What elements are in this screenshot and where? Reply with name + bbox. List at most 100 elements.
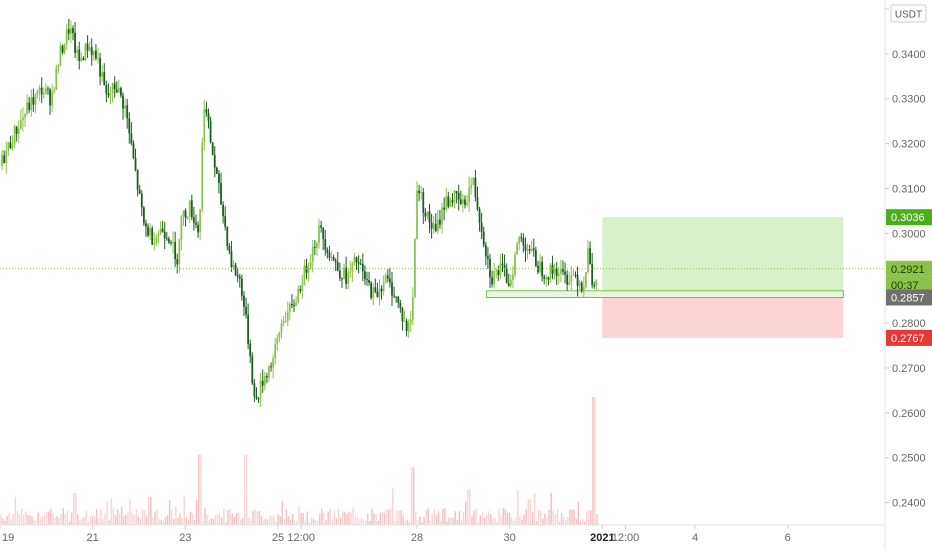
volume-bar (300, 512, 302, 525)
candle-body (466, 202, 468, 205)
candle-body (366, 279, 368, 281)
candle-body (585, 272, 587, 288)
candle-body (336, 262, 339, 271)
volume-bar (2, 518, 4, 525)
candle-body (22, 117, 24, 121)
candle-body (526, 249, 529, 251)
volume-bar (575, 518, 577, 525)
volume-bar (454, 511, 457, 525)
candle-body (245, 306, 247, 315)
volume-bar (590, 510, 592, 525)
volume-bar (118, 513, 121, 525)
volume-bar (387, 509, 390, 525)
volume-bar (515, 517, 517, 525)
candle-body (9, 142, 12, 148)
candle-body (259, 380, 262, 399)
candle-body (457, 193, 460, 200)
volume-bar (10, 518, 12, 525)
candle-body (468, 187, 471, 203)
price-axis[interactable]: 0.24000.25000.26000.27000.28000.29000.30… (885, 4, 926, 510)
volume-bar (548, 509, 550, 525)
volume-bar (195, 500, 198, 525)
stop-zone[interactable] (602, 297, 844, 338)
volume-bar (116, 509, 119, 525)
volume-bar (160, 520, 163, 525)
volume-bar (246, 454, 248, 525)
candle-body (147, 226, 149, 236)
volume-bar (237, 512, 240, 525)
volume-bar (25, 511, 27, 525)
volume-bar (442, 508, 444, 525)
volume-bar (291, 513, 294, 525)
volume-bar (552, 510, 555, 525)
volume-bar (281, 500, 283, 525)
candle-body (324, 239, 327, 250)
volume-bar (540, 510, 542, 525)
time-tick-label: 19 (2, 532, 14, 544)
volume-bar (504, 509, 507, 525)
volume-bar (233, 516, 236, 525)
volume-bar (87, 521, 90, 525)
candle-body (36, 90, 39, 95)
volume-bar (481, 511, 484, 525)
volume-bar (375, 514, 377, 525)
volume-bar (346, 514, 348, 525)
volume-bar (206, 514, 208, 525)
volume-bar (139, 518, 142, 525)
volume-bar (173, 519, 175, 525)
candle-body (568, 281, 571, 285)
candle-body (434, 223, 437, 231)
candle-body (355, 257, 358, 263)
volume-bar (83, 517, 85, 525)
price-tick-label: 0.2400 (892, 498, 926, 510)
volume-bar (114, 515, 117, 525)
candle-body (349, 271, 352, 273)
candle-body (49, 89, 51, 106)
candle-body (276, 337, 279, 345)
candle-body (124, 105, 127, 109)
volume-bar (254, 509, 256, 525)
candle-body (562, 269, 564, 272)
candle-body (557, 273, 560, 276)
volume-bar (381, 512, 384, 525)
volume-bar (412, 467, 415, 525)
candle-body (363, 271, 366, 280)
candle-body (453, 191, 456, 203)
candle-body (559, 269, 562, 274)
volume-bar (587, 509, 590, 525)
volume-bar (285, 509, 288, 525)
candle-body (99, 58, 101, 77)
time-tick-label: 2021 (590, 532, 614, 544)
target-zone[interactable] (602, 217, 844, 298)
volume-bar (110, 498, 113, 525)
volume-bar (58, 518, 60, 525)
candle-body (318, 225, 320, 244)
candle-body (138, 189, 141, 194)
candle-body (113, 83, 116, 90)
candle-body (101, 72, 104, 77)
entry-zone[interactable] (486, 290, 844, 298)
price-tick-label: 0.3400 (892, 49, 926, 61)
volume-bar (112, 508, 115, 525)
volume-bar (581, 518, 584, 525)
candle-body (184, 210, 187, 218)
candle-body (330, 257, 333, 259)
candle-body (205, 109, 208, 113)
volume-bar (266, 519, 269, 525)
volume-bar (37, 512, 40, 525)
candle-body (591, 264, 594, 286)
price-tick-label: 0.3100 (892, 183, 926, 195)
candle-body (165, 238, 168, 240)
candle-body (84, 43, 87, 60)
volume-bar (577, 501, 580, 525)
volume-bar (18, 514, 21, 525)
volume-bar (389, 508, 392, 525)
candle-body (182, 210, 185, 217)
currency-button[interactable]: USDT (890, 4, 927, 23)
candle-body (76, 49, 79, 53)
candle-body (487, 256, 489, 259)
candle-body (443, 207, 446, 210)
volume-bar (558, 521, 561, 525)
